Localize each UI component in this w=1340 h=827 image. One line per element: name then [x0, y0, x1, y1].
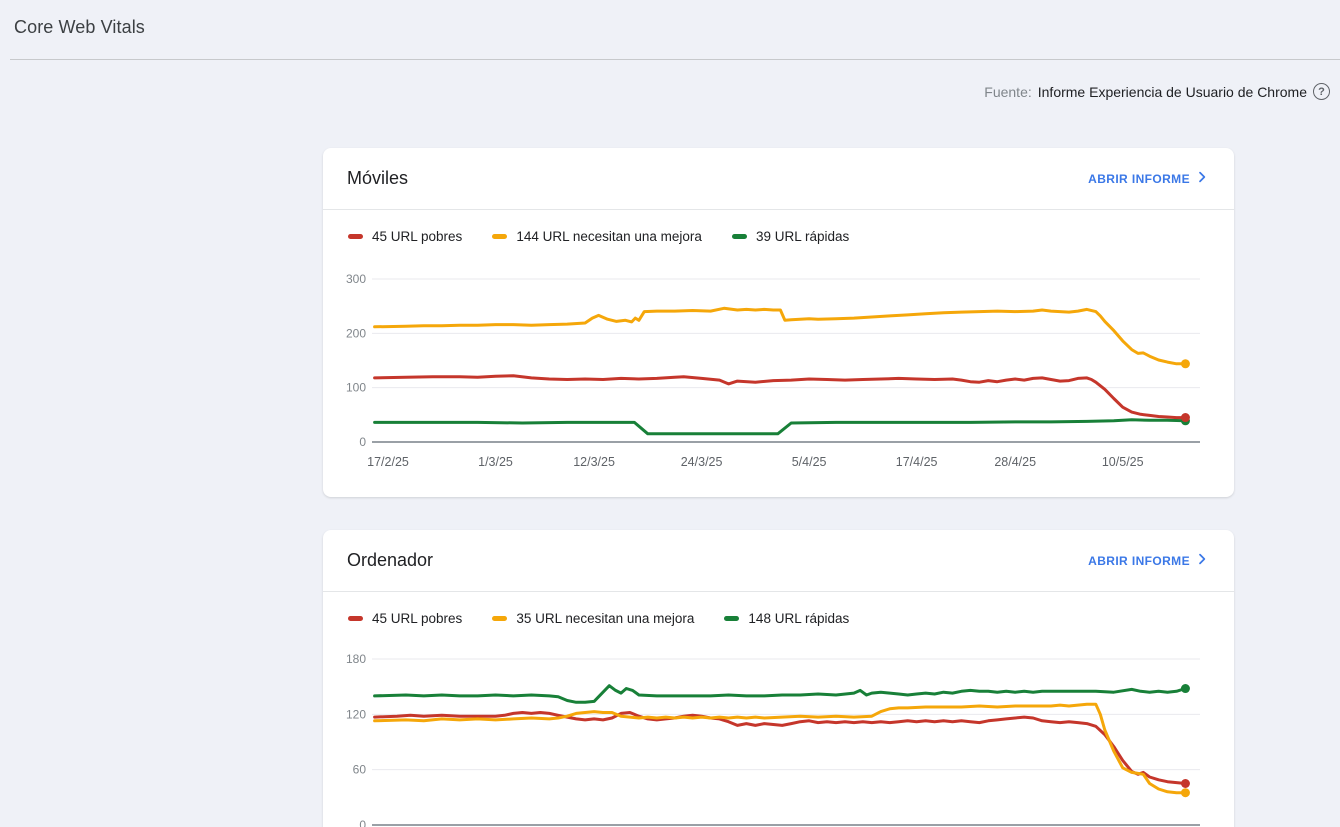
legend-item-needs-improvement: 35 URL necesitan una mejora [492, 611, 694, 626]
page-title: Core Web Vitals [14, 17, 145, 38]
open-report-label: ABRIR INFORME [1088, 172, 1190, 186]
legend-label: 148 URL rápidas [748, 611, 849, 626]
svg-text:180: 180 [346, 652, 366, 666]
source-label: Fuente: [984, 84, 1031, 100]
svg-text:5/4/25: 5/4/25 [792, 455, 827, 469]
ordenador-card-header: Ordenador ABRIR INFORME [323, 530, 1234, 592]
poor-series-dash-icon [348, 234, 363, 239]
legend-item-poor: 45 URL pobres [348, 229, 462, 244]
header-divider [10, 59, 1340, 60]
ordenador-chart: 0 60 120 180 [323, 630, 1234, 827]
svg-text:10/5/25: 10/5/25 [1102, 455, 1144, 469]
legend-label: 35 URL necesitan una mejora [516, 611, 694, 626]
source-value: Informe Experiencia de Usuario de Chrome [1038, 84, 1307, 100]
moviles-open-report-link[interactable]: ABRIR INFORME [1088, 169, 1210, 188]
poor-series-dash-icon [348, 616, 363, 621]
svg-text:17/2/25: 17/2/25 [367, 455, 409, 469]
help-icon[interactable]: ? [1313, 83, 1330, 100]
moviles-card-header: Móviles ABRIR INFORME [323, 148, 1234, 210]
data-source-row: Fuente: Informe Experiencia de Usuario d… [984, 83, 1330, 100]
needs-improvement-series-dash-icon [492, 616, 507, 621]
needs-improvement-series-dash-icon [492, 234, 507, 239]
moviles-card: Móviles ABRIR INFORME 45 URL pobres 144 … [323, 148, 1234, 497]
ordenador-open-report-link[interactable]: ABRIR INFORME [1088, 551, 1210, 570]
open-report-label: ABRIR INFORME [1088, 554, 1190, 568]
moviles-legend: 45 URL pobres 144 URL necesitan una mejo… [323, 210, 1234, 244]
svg-text:1/3/25: 1/3/25 [478, 455, 513, 469]
chevron-right-icon [1194, 551, 1210, 570]
legend-item-good: 148 URL rápidas [724, 611, 849, 626]
legend-item-poor: 45 URL pobres [348, 611, 462, 626]
svg-text:100: 100 [346, 381, 366, 395]
svg-text:17/4/25: 17/4/25 [896, 455, 938, 469]
ordenador-legend: 45 URL pobres 35 URL necesitan una mejor… [323, 592, 1234, 626]
ordenador-card: Ordenador ABRIR INFORME 45 URL pobres 35… [323, 530, 1234, 827]
moviles-card-title: Móviles [347, 168, 408, 189]
legend-label: 39 URL rápidas [756, 229, 849, 244]
svg-text:24/3/25: 24/3/25 [681, 455, 723, 469]
svg-text:12/3/25: 12/3/25 [573, 455, 615, 469]
ordenador-card-title: Ordenador [347, 550, 433, 571]
svg-text:120: 120 [346, 707, 366, 721]
svg-text:60: 60 [353, 763, 367, 777]
svg-text:0: 0 [359, 435, 366, 449]
legend-item-needs-improvement: 144 URL necesitan una mejora [492, 229, 702, 244]
svg-text:300: 300 [346, 272, 366, 286]
legend-label: 45 URL pobres [372, 611, 462, 626]
svg-text:0: 0 [359, 818, 366, 827]
legend-item-good: 39 URL rápidas [732, 229, 849, 244]
good-series-dash-icon [724, 616, 739, 621]
legend-label: 144 URL necesitan una mejora [516, 229, 702, 244]
moviles-chart: 0 100 200 300 17/2/25 1/3/25 12/3/25 24/3/25 5/4… [323, 248, 1234, 483]
legend-label: 45 URL pobres [372, 229, 462, 244]
good-series-dash-icon [732, 234, 747, 239]
svg-text:200: 200 [346, 326, 366, 340]
svg-text:28/4/25: 28/4/25 [994, 455, 1036, 469]
chevron-right-icon [1194, 169, 1210, 188]
